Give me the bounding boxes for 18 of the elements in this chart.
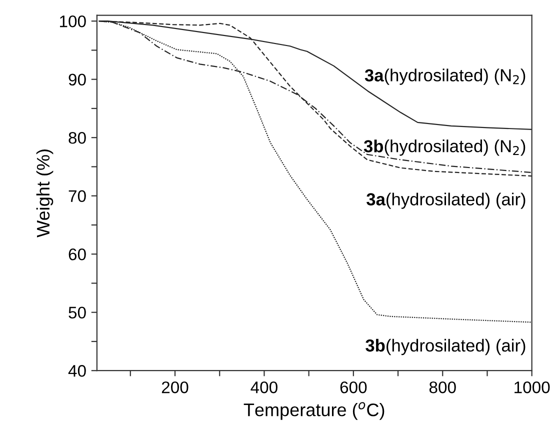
x-tick-label: 800 bbox=[429, 381, 456, 394]
y-tick-label: 80 bbox=[68, 132, 86, 144]
series-label: 3b(hydrosilated) (air) bbox=[366, 338, 526, 356]
x-tick-label: 600 bbox=[340, 381, 367, 394]
series-label: 3a(hydrosilated) (N$_{2}$) bbox=[364, 68, 526, 85]
y-tick-label: 40 bbox=[68, 365, 86, 377]
x-axis-title: Temperature ($^{o}$C) bbox=[244, 402, 384, 420]
y-tick-label: 90 bbox=[68, 74, 86, 86]
series-label: 3b(hydrosilated) (N$_{2}$) bbox=[364, 140, 526, 156]
x-tick-label: 1000 bbox=[514, 381, 550, 394]
series-label: 3a(hydrosilated) (air) bbox=[366, 192, 526, 209]
x-tick-label: 200 bbox=[162, 381, 188, 394]
y-tick-label: 100 bbox=[60, 15, 86, 28]
y-tick-label: 50 bbox=[68, 306, 86, 319]
y-tick-label: 60 bbox=[68, 248, 86, 260]
y-tick-label: 70 bbox=[68, 190, 86, 202]
x-tick-label: 400 bbox=[250, 381, 278, 394]
y-axis-title: Weight (%) bbox=[36, 150, 54, 238]
